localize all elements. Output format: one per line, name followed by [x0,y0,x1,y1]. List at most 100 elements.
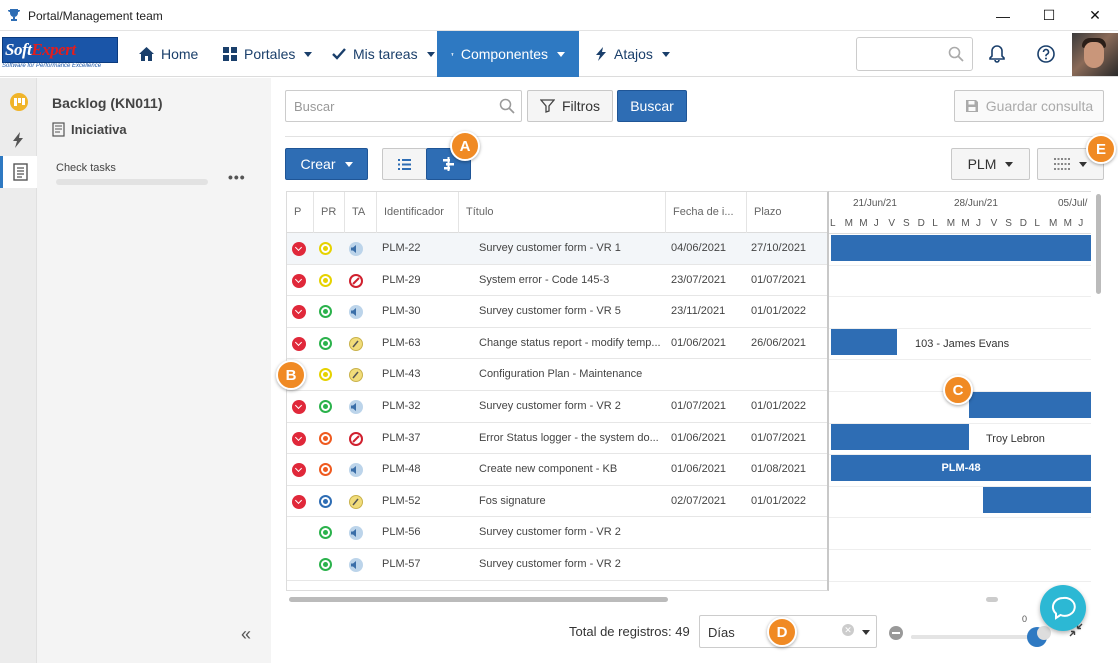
due-date-cell: 01/01/2022 [751,400,807,412]
nav-home[interactable]: Home [139,31,198,77]
start-date-cell: 01/07/2021 [671,400,727,412]
chat-button[interactable] [1040,585,1086,631]
close-button[interactable]: ✕ [1089,7,1101,23]
identifier-cell: PLM-32 [382,400,421,412]
nav-atajos-label: Atajos [614,46,653,62]
zoom-out-button[interactable] [889,626,903,640]
gantt-row-line [829,264,1091,266]
avatar-face [1084,42,1104,68]
gantt-header-line [829,233,1091,234]
status-ring-icon [319,558,332,571]
identifier-cell: PLM-58 [382,581,457,591]
gantt-day-letter: M [946,218,956,229]
nav-atajos[interactable]: Atajos [596,31,670,77]
plm-dropdown[interactable]: PLM [951,148,1030,180]
task-type-icon [349,463,363,478]
gantt-horizontal-scrollbar[interactable] [986,597,998,602]
global-search-input[interactable] [856,37,973,71]
list-icon [398,158,411,170]
nav-portales[interactable]: Portales [223,31,313,77]
table-row[interactable]: PLM-32 Survey customer form - VR 2 01/07/2… [287,391,827,423]
gantt-bar-label: 103 - James Evans [915,338,1010,350]
task-type-icon [349,242,363,256]
identifier-cell: PLM-37 [382,431,421,444]
help-icon[interactable] [1034,42,1058,66]
clear-icon[interactable]: ✕ [842,624,854,636]
maximize-button[interactable]: ☐ [1042,7,1056,23]
gantt-bar-plm-32[interactable] [969,392,1091,418]
table-row[interactable]: PLM-29 System error - Code 145-3 23/07/202… [287,265,827,297]
filter-icon [539,99,555,113]
gantt-bar-plm-52[interactable] [983,487,1091,513]
kanban-icon[interactable] [0,86,37,118]
table-row[interactable]: PLM-58 Survey customer form - VR 4 [287,581,827,591]
more-options-button[interactable]: ••• [228,169,246,185]
vertical-scrollbar[interactable] [1096,194,1101,294]
table-row[interactable]: PLM-52 Fos signature 02/07/2021 01/01/2022 [287,486,827,518]
gantt-bar-plm-22[interactable] [831,235,1091,261]
due-date-cell [751,581,826,590]
collapse-icon[interactable] [1069,623,1083,640]
column-header-fecha[interactable]: Fecha de i... [666,192,747,233]
gantt-bar-plm-48[interactable]: PLM-48 [831,455,1091,481]
logo-tagline: Software for Performance Excellence [2,63,102,69]
save-query-button[interactable]: Guardar consulta [954,90,1104,122]
table-row[interactable]: PLM-37 Error Status logger - the system d… [287,423,827,455]
columns-icon [1054,158,1070,170]
title-cell: Survey customer form - VR 2 [479,400,621,412]
column-header-titulo[interactable]: Título [459,192,666,233]
softexpert-logo[interactable]: SoftExpert Software for Performance Exce… [2,37,118,71]
save-icon [965,100,978,112]
minimize-button[interactable]: — [996,7,1010,24]
identifier-cell: PLM-57 [382,558,421,570]
identifier-cell: PLM-48 [382,463,421,476]
gantt-day-letter: M [859,218,868,229]
zoom-in-button[interactable] [1037,626,1051,640]
nav-portales-label: Portales [244,46,296,62]
gantt-day-letter: M [1063,218,1072,229]
table-row[interactable]: PLM-63 Change status report - modify temp… [287,328,827,360]
table-row[interactable]: PLM-48 Create new component - KB 01/06/202… [287,454,827,486]
pencil-icon [349,336,363,351]
nav-mis-tareas[interactable]: Mis tareas [332,31,435,77]
filters-button[interactable]: Filtros [527,90,613,122]
title-cell: Survey customer form - VR 1 [479,242,621,254]
gantt-row-line [829,422,1091,424]
bolt-icon[interactable] [0,124,37,156]
document-icon[interactable] [0,156,37,188]
table-row[interactable]: PLM-43 Configuration Plan - Maintenance [287,359,827,391]
column-header-p[interactable]: P [287,192,314,233]
create-button[interactable]: Crear [285,148,368,180]
column-header-plazo[interactable]: Plazo [754,206,782,218]
chevron-down-icon [862,630,870,635]
sidebar-strip [0,78,37,663]
gantt-day-letter: J [976,218,981,229]
search-button[interactable]: Buscar [617,90,687,122]
bell-icon[interactable] [985,42,1009,66]
search-input[interactable]: Buscar [285,90,522,122]
gantt-bar-label: Troy Lebron [986,433,1045,445]
scale-select[interactable]: Días ✕ [699,615,877,648]
column-header-pr[interactable]: PR [314,192,345,233]
user-avatar[interactable] [1072,33,1118,76]
column-header-ta[interactable]: TA [345,192,377,233]
collapse-panel-button[interactable]: « [241,624,252,644]
table-row[interactable]: PLM-22 Survey customer form - VR 1 04/06/2… [287,233,827,265]
zoom-slider[interactable] [911,627,1047,647]
table-row[interactable]: PLM-57 Survey customer form - VR 2 [287,549,827,581]
column-header-identificador[interactable]: Identificador [377,192,459,233]
check-tasks-progress [56,179,208,185]
nav-componentes[interactable]: Componentes [437,31,579,77]
table-row[interactable]: PLM-30 Survey customer form - VR 5 23/11/2… [287,296,827,328]
horizontal-scrollbar[interactable] [289,597,668,602]
table-row[interactable]: PLM-56 Survey customer form - VR 2 [287,517,827,549]
priority-icon [292,400,306,414]
list-view-button[interactable] [382,148,427,180]
gantt-bar-plm-63[interactable] [831,329,897,355]
gantt-week-label: 28/Jun/21 [954,198,998,209]
top-navigation: SoftExpert Software for Performance Exce… [0,31,1118,77]
start-date-cell: 01/06/2021 [671,431,727,444]
gantt-bar-plm-37[interactable] [831,424,969,450]
backlog-grid: P PR TA Identificador Título Fecha de i.… [286,191,829,591]
